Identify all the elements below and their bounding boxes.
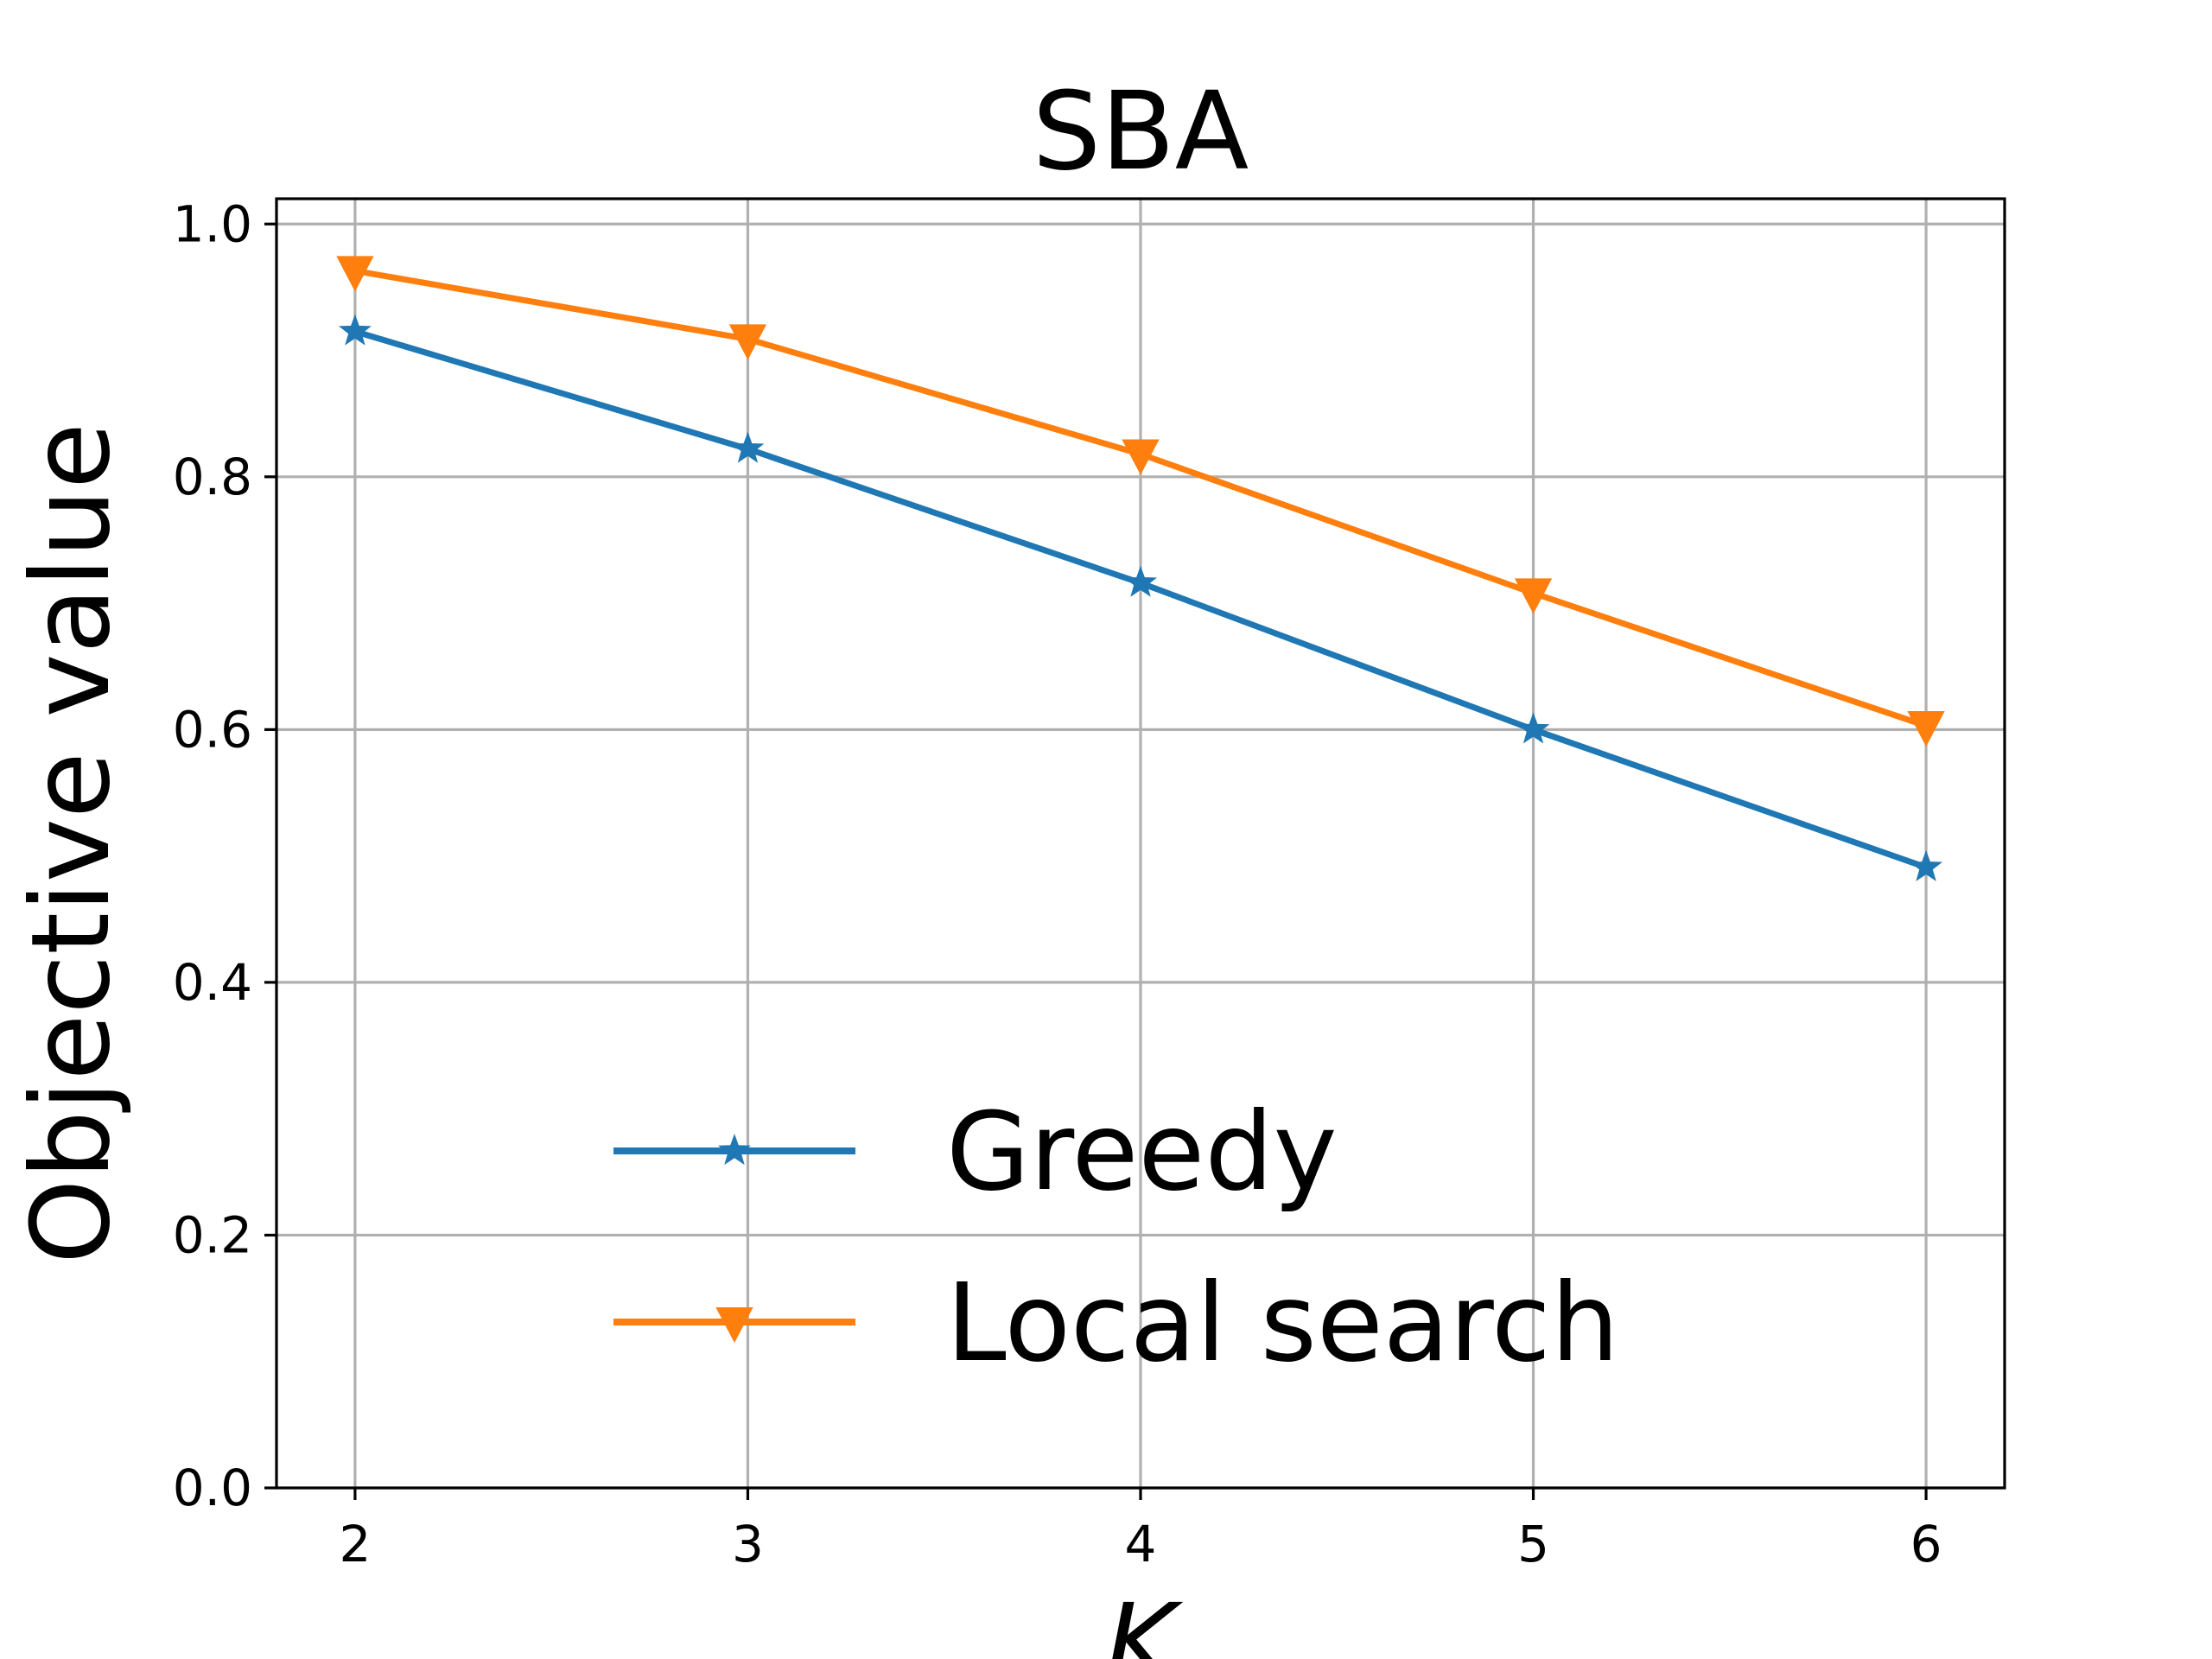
x-tick-label: 3 xyxy=(732,1515,764,1573)
y-tick-label: 0.6 xyxy=(173,700,252,759)
x-tick-label: 4 xyxy=(1125,1515,1157,1573)
data-point xyxy=(728,324,767,360)
series-lines xyxy=(336,256,1945,881)
chart-title: SBA xyxy=(1033,69,1249,194)
legend-label: Local search xyxy=(946,1261,1619,1386)
x-tick-label: 5 xyxy=(1517,1515,1549,1573)
y-tick-label: 1.0 xyxy=(173,194,252,253)
y-tick-label: 0.8 xyxy=(173,448,252,506)
data-point xyxy=(1907,710,1945,747)
y-tick-label: 0.0 xyxy=(173,1459,252,1517)
data-point xyxy=(1516,712,1550,744)
legend-label: Greedy xyxy=(946,1090,1338,1215)
data-point xyxy=(1910,849,1943,881)
x-axis-label: K xyxy=(1105,1581,1184,1659)
y-axis-label: Objective value xyxy=(9,423,134,1264)
data-point xyxy=(336,256,374,292)
data-point xyxy=(1514,578,1553,614)
legend: Greedy Local search xyxy=(613,1090,1619,1386)
x-tick-label: 6 xyxy=(1910,1515,1942,1573)
data-point xyxy=(1124,565,1157,597)
data-point xyxy=(731,431,765,463)
legend-marker xyxy=(715,1307,753,1344)
data-point xyxy=(338,314,372,346)
y-tick-label: 0.4 xyxy=(173,953,252,1012)
axis-ticks: 2 3 4 5 6 0.0 0.2 0.4 0.6 0.8 1.0 xyxy=(173,194,1942,1573)
data-point xyxy=(1122,439,1160,475)
x-tick-label: 2 xyxy=(339,1515,371,1573)
y-tick-label: 0.2 xyxy=(173,1205,252,1264)
legend-marker xyxy=(718,1134,751,1166)
